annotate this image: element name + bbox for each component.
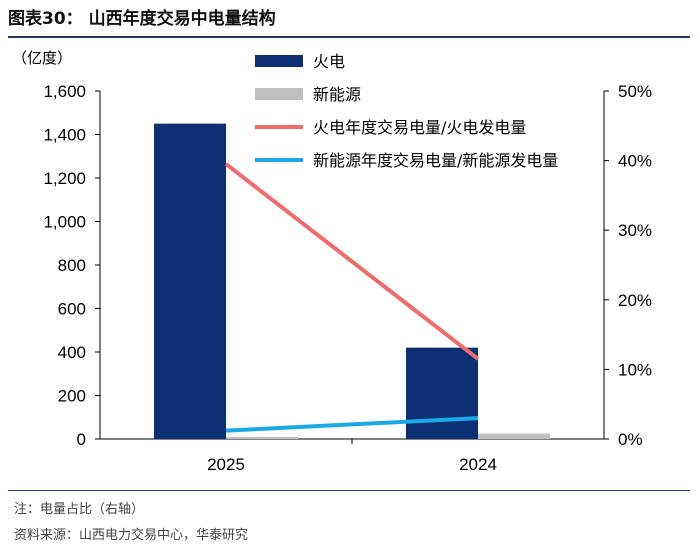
right-tick-label: 40% <box>618 152 652 171</box>
x-tick-label: 2024 <box>459 455 497 474</box>
right-tick-label: 50% <box>618 82 652 101</box>
line-series-3 <box>225 416 479 433</box>
footer-divider <box>8 490 690 491</box>
legend-label-2: 火电年度交易电量/火电发电量 <box>313 118 526 137</box>
chart-source: 资料来源：山西电力交易中心，华泰研究 <box>14 528 249 543</box>
right-tick-label: 0% <box>618 430 643 449</box>
left-tick-label: 600 <box>58 300 86 319</box>
legend-swatch-0 <box>255 55 303 67</box>
chart-note: 注：电量占比（右轴） <box>14 502 145 517</box>
left-tick-label: 1,000 <box>43 213 86 232</box>
left-tick-label: 1,400 <box>43 126 86 145</box>
legend-swatch-1 <box>255 88 303 100</box>
bar-火电-2024 <box>406 347 478 439</box>
left-tick-label: 200 <box>58 387 86 406</box>
right-tick-label: 30% <box>618 221 652 240</box>
left-tick-label: 1,600 <box>43 82 86 101</box>
legend-label-3: 新能源年度交易电量/新能源发电量 <box>313 151 558 170</box>
line-series-2 <box>224 162 480 361</box>
bar-新能源-2025 <box>226 436 298 439</box>
left-tick-label: 1,200 <box>43 169 86 188</box>
legend-label-1: 新能源 <box>313 85 361 104</box>
left-tick-label: 0 <box>77 430 86 449</box>
chart-area: 0 200 400 600 800 1,000 1,200 1,400 1,600 0% 10% 20… <box>12 49 652 474</box>
x-tick-label: 2025 <box>207 455 245 474</box>
right-tick-label: 20% <box>618 291 652 310</box>
right-tick-label: 10% <box>618 360 652 379</box>
left-axis-unit-label: （亿度） <box>12 49 72 67</box>
title-divider <box>8 36 690 38</box>
left-tick-label: 800 <box>58 256 86 275</box>
bar-新能源-2024 <box>478 433 550 439</box>
chart-title: 图表30： 山西年度交易中电量结构 <box>8 9 276 29</box>
legend-label-0: 火电 <box>313 52 345 71</box>
left-tick-label: 400 <box>58 343 86 362</box>
bar-火电-2025 <box>154 123 226 439</box>
